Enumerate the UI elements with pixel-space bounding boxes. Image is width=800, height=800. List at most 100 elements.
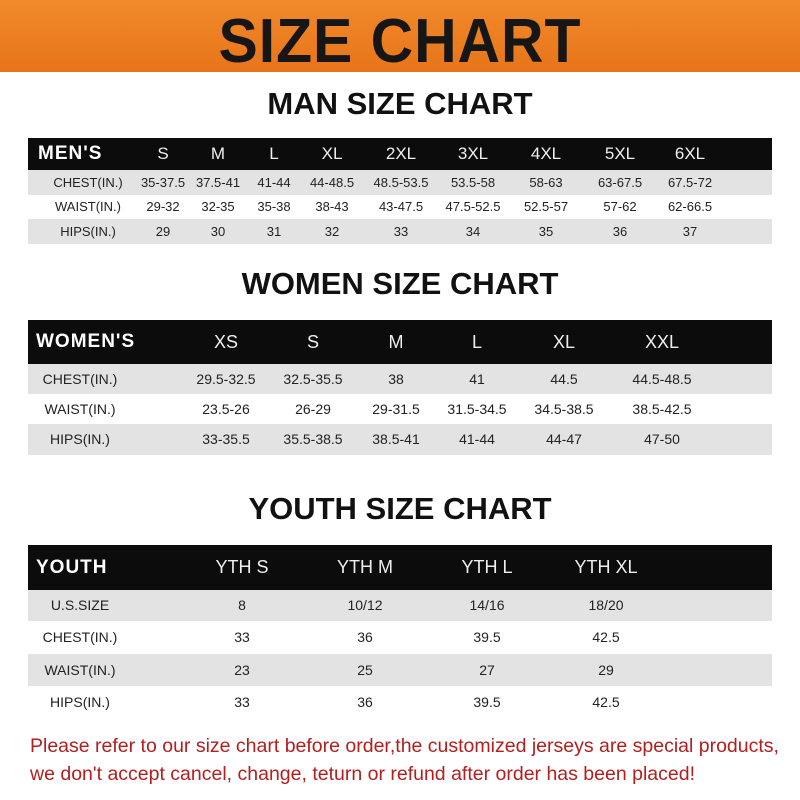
table-cell: 35.5-38.5 (283, 431, 343, 447)
size-header: 6XL (674, 144, 706, 163)
table-row: WAIST(IN.) 29-32 32-35 35-38 38-43 43-47.5 47.… (28, 195, 772, 219)
table-cell: 57-62 (603, 199, 637, 214)
table-cell: 39.5 (473, 694, 501, 710)
youth-title: YOUTH SIZE CHART (248, 491, 552, 526)
table-cell: 27 (479, 662, 495, 678)
table-cell: 23.5-26 (202, 401, 250, 417)
table-cell: 29.5-32.5 (196, 371, 256, 387)
row-label: CHEST(IN.) (42, 371, 118, 387)
row-label: WAIST(IN.) (44, 401, 116, 417)
table-cell: 44-48.5 (309, 175, 355, 190)
row-label: HIPS(IN.) (60, 224, 116, 239)
table-cell: 42.5 (592, 629, 620, 645)
table-cell: 31.5-34.5 (447, 401, 507, 417)
table-cell: 34.5-38.5 (534, 401, 594, 417)
size-header: M (388, 332, 404, 352)
table-row: CHEST(IN.) 29.5-32.5 32.5-35.5 38 41 44.5 44.5… (28, 364, 772, 394)
size-header: 2XL (385, 144, 417, 163)
table-row: HIPS(IN.) 33 36 39.5 42.5 (28, 686, 772, 718)
table-cell: 53.5-58 (450, 175, 496, 190)
table-cell: 33 (234, 629, 250, 645)
size-header: XL (321, 144, 343, 163)
youth-header-row: YOUTH YTH S YTH M YTH L YTH XL (28, 545, 772, 590)
row-label: WAIST(IN.) (55, 199, 121, 214)
table-row: WAIST(IN.) 23 25 27 29 (28, 654, 772, 686)
note-line-1: Please refer to our size chart before or… (30, 735, 779, 757)
table-cell: 47-50 (644, 431, 680, 447)
size-header: XL (552, 332, 576, 352)
table-cell: 35-37.5 (140, 175, 186, 190)
table-cell: 29-31.5 (372, 401, 420, 417)
table-cell: 38 (388, 371, 404, 387)
table-cell: 38.5-41 (372, 431, 420, 447)
women-header-row: WOMEN'S XS S M L XL XXL (28, 320, 772, 364)
note-line-2: we don't accept cancel, change, teturn o… (30, 763, 695, 785)
size-header: YTH L (461, 557, 513, 577)
row-label: HIPS(IN.) (50, 694, 110, 710)
table-row: CHEST(IN.) 33 36 39.5 42.5 (28, 621, 772, 654)
table-cell: 41-44 (257, 175, 291, 190)
size-header: S (306, 332, 320, 352)
table-cell: 38-43 (315, 199, 349, 214)
size-header: L (269, 144, 279, 163)
table-cell: 42.5 (592, 694, 620, 710)
table-cell: 26-29 (295, 401, 331, 417)
table-cell: 67.5-72 (667, 175, 713, 190)
table-cell: 29-32 (146, 199, 180, 214)
table-cell: 39.5 (473, 629, 501, 645)
table-cell: 14/16 (469, 597, 505, 613)
table-cell: 36 (357, 629, 373, 645)
table-cell: 10/12 (347, 597, 383, 613)
size-header: S (157, 144, 169, 163)
table-cell: 29 (155, 224, 171, 239)
table-row: U.S.SIZE 8 10/12 14/16 18/20 (28, 590, 772, 621)
table-cell: 43-47.5 (378, 199, 424, 214)
table-cell: 41 (469, 371, 485, 387)
table-row: HIPS(IN.) 29 30 31 32 33 34 35 36 37 (28, 219, 772, 244)
table-cell: 44.5-48.5 (632, 371, 692, 387)
table-cell: 32.5-35.5 (283, 371, 343, 387)
size-header: 3XL (457, 144, 489, 163)
table-cell: 37.5-41 (195, 175, 241, 190)
table-cell: 52.5-57 (523, 199, 569, 214)
table-cell: 8 (238, 597, 246, 613)
size-header: YTH XL (574, 557, 638, 577)
table-cell: 48.5-53.5 (373, 175, 429, 190)
table-cell: 58-63 (529, 175, 563, 190)
table-row: CHEST(IN.) 35-37.5 37.5-41 41-44 44-48.5 48.5… (28, 170, 772, 195)
table-cell: 36 (357, 694, 373, 710)
table-cell: 32-35 (201, 199, 235, 214)
banner: SIZE CHART (0, 0, 800, 76)
men-header-label: MEN'S (38, 143, 103, 164)
table-cell: 44-47 (546, 431, 582, 447)
table-cell: 35-38 (257, 199, 291, 214)
table-cell: 44.5 (550, 371, 578, 387)
table-cell: 18/20 (588, 597, 624, 613)
row-label: U.S.SIZE (50, 597, 110, 613)
youth-header-label: YOUTH (36, 557, 108, 578)
men-header-row: MEN'S S M L XL 2XL 3XL 4XL 5XL 6XL (28, 138, 772, 170)
table-cell: 32 (324, 224, 340, 239)
table-cell: 30 (210, 224, 226, 239)
size-header: M (210, 144, 226, 163)
table-cell: 25 (357, 662, 373, 678)
banner-title: SIZE CHART (218, 7, 582, 76)
table-cell: 34 (465, 224, 481, 239)
table-cell: 36 (612, 224, 628, 239)
table-cell: 47.5-52.5 (445, 199, 501, 214)
size-header: YTH S (215, 557, 269, 577)
table-cell: 33-35.5 (202, 431, 250, 447)
row-label: HIPS(IN.) (50, 431, 110, 447)
table-cell: 41-44 (459, 431, 495, 447)
table-cell: 37 (682, 224, 698, 239)
table-cell: 33 (234, 694, 250, 710)
row-label: CHEST(IN.) (53, 175, 123, 190)
table-cell: 38.5-42.5 (632, 401, 692, 417)
women-title: WOMEN SIZE CHART (241, 266, 559, 301)
table-cell: 63-67.5 (597, 175, 643, 190)
size-header: 5XL (604, 144, 636, 163)
size-header: XS (213, 332, 239, 352)
row-label: WAIST(IN.) (44, 662, 116, 678)
size-header: L (471, 332, 483, 352)
table-cell: 29 (598, 662, 614, 678)
